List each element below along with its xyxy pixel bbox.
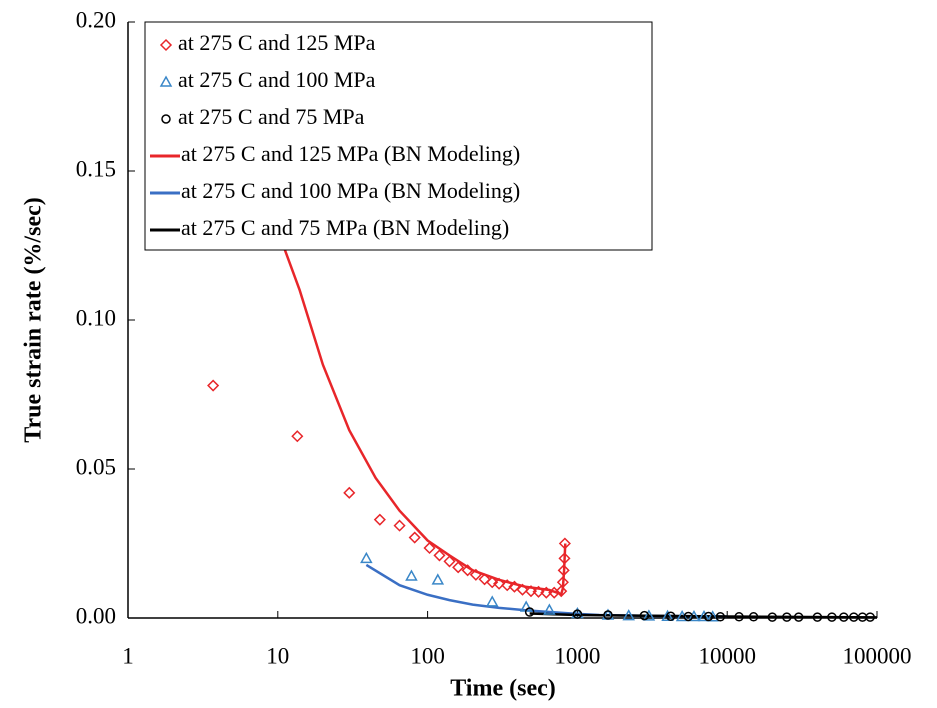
point: [516, 583, 529, 596]
point: [865, 612, 875, 622]
point: [697, 609, 711, 622]
point: [452, 561, 465, 574]
point: [603, 610, 613, 620]
point: [687, 609, 701, 622]
legend-marker: [161, 114, 171, 124]
point: [683, 611, 694, 622]
y-tick-label: 0.20: [76, 7, 116, 32]
point: [782, 612, 792, 622]
point: [572, 609, 583, 619]
legend-label: at 275 C and 125 MPa (BN Modeling): [181, 141, 520, 166]
point: [532, 585, 545, 598]
point: [405, 569, 418, 581]
point: [622, 609, 635, 621]
point: [291, 430, 304, 443]
point: [661, 609, 674, 621]
point: [642, 609, 656, 621]
point: [433, 549, 446, 562]
point: [501, 579, 514, 592]
y-tick-label: 0.10: [76, 305, 116, 330]
point: [373, 513, 386, 526]
point: [639, 610, 650, 621]
point: [767, 612, 778, 622]
point: [469, 568, 482, 581]
legend: at 275 C and 125 MPa at 275 C and 100 MPa…: [144, 21, 653, 251]
point: [715, 612, 726, 622]
point: [493, 577, 506, 590]
legend-marker: [159, 38, 173, 52]
point: [548, 586, 561, 599]
point: [207, 379, 220, 392]
point: [558, 552, 571, 565]
legend-label: at 275 C and 100 MPa (BN Modeling): [181, 178, 520, 203]
legend-box: [144, 21, 653, 251]
point: [748, 612, 759, 622]
point: [555, 585, 568, 598]
point: [461, 564, 474, 577]
point: [431, 573, 445, 585]
point: [524, 607, 535, 617]
point: [524, 585, 538, 598]
point: [543, 603, 556, 615]
legend-label: at 275 C and 100 MPa: [178, 67, 376, 92]
x-axis-title: Time (sec): [450, 676, 556, 702]
x-tick-label: 1000: [554, 643, 600, 668]
point: [557, 564, 570, 577]
point: [558, 537, 571, 550]
point: [393, 519, 406, 532]
point: [485, 595, 499, 607]
point: [666, 611, 676, 621]
plot: [207, 22, 878, 622]
point: [556, 576, 569, 589]
x-tick-label: 100: [410, 643, 445, 668]
legend-label: at 275 C and 75 MPa: [178, 104, 365, 129]
point: [734, 612, 744, 622]
model-line: [230, 22, 567, 596]
legend-label: at 275 C and 125 MPa: [178, 30, 376, 55]
x-tick-label: 1: [122, 643, 134, 668]
point: [423, 541, 436, 555]
point: [343, 486, 356, 499]
point: [839, 612, 849, 622]
point: [812, 612, 823, 622]
y-axis-title: True strain rate (%/sec): [21, 197, 47, 442]
point: [706, 610, 719, 622]
point: [360, 551, 373, 564]
point: [703, 611, 714, 622]
legend-label: at 275 C and 75 MPa (BN Modeling): [181, 215, 509, 240]
point: [508, 580, 521, 593]
x-tick-label: 100000: [843, 643, 912, 668]
y-tick-label: 0.00: [76, 603, 116, 628]
point: [793, 612, 804, 622]
y-tick-label: 0.05: [76, 454, 116, 479]
point: [540, 586, 553, 599]
y-tick-label: 0.15: [76, 156, 116, 181]
x-tick-label: 10: [266, 643, 289, 668]
point: [443, 555, 456, 568]
legend-marker: [159, 75, 173, 87]
point: [486, 576, 499, 589]
point: [827, 612, 837, 622]
point: [478, 573, 491, 586]
x-tick-label: 10000: [698, 643, 756, 668]
point: [408, 531, 421, 544]
